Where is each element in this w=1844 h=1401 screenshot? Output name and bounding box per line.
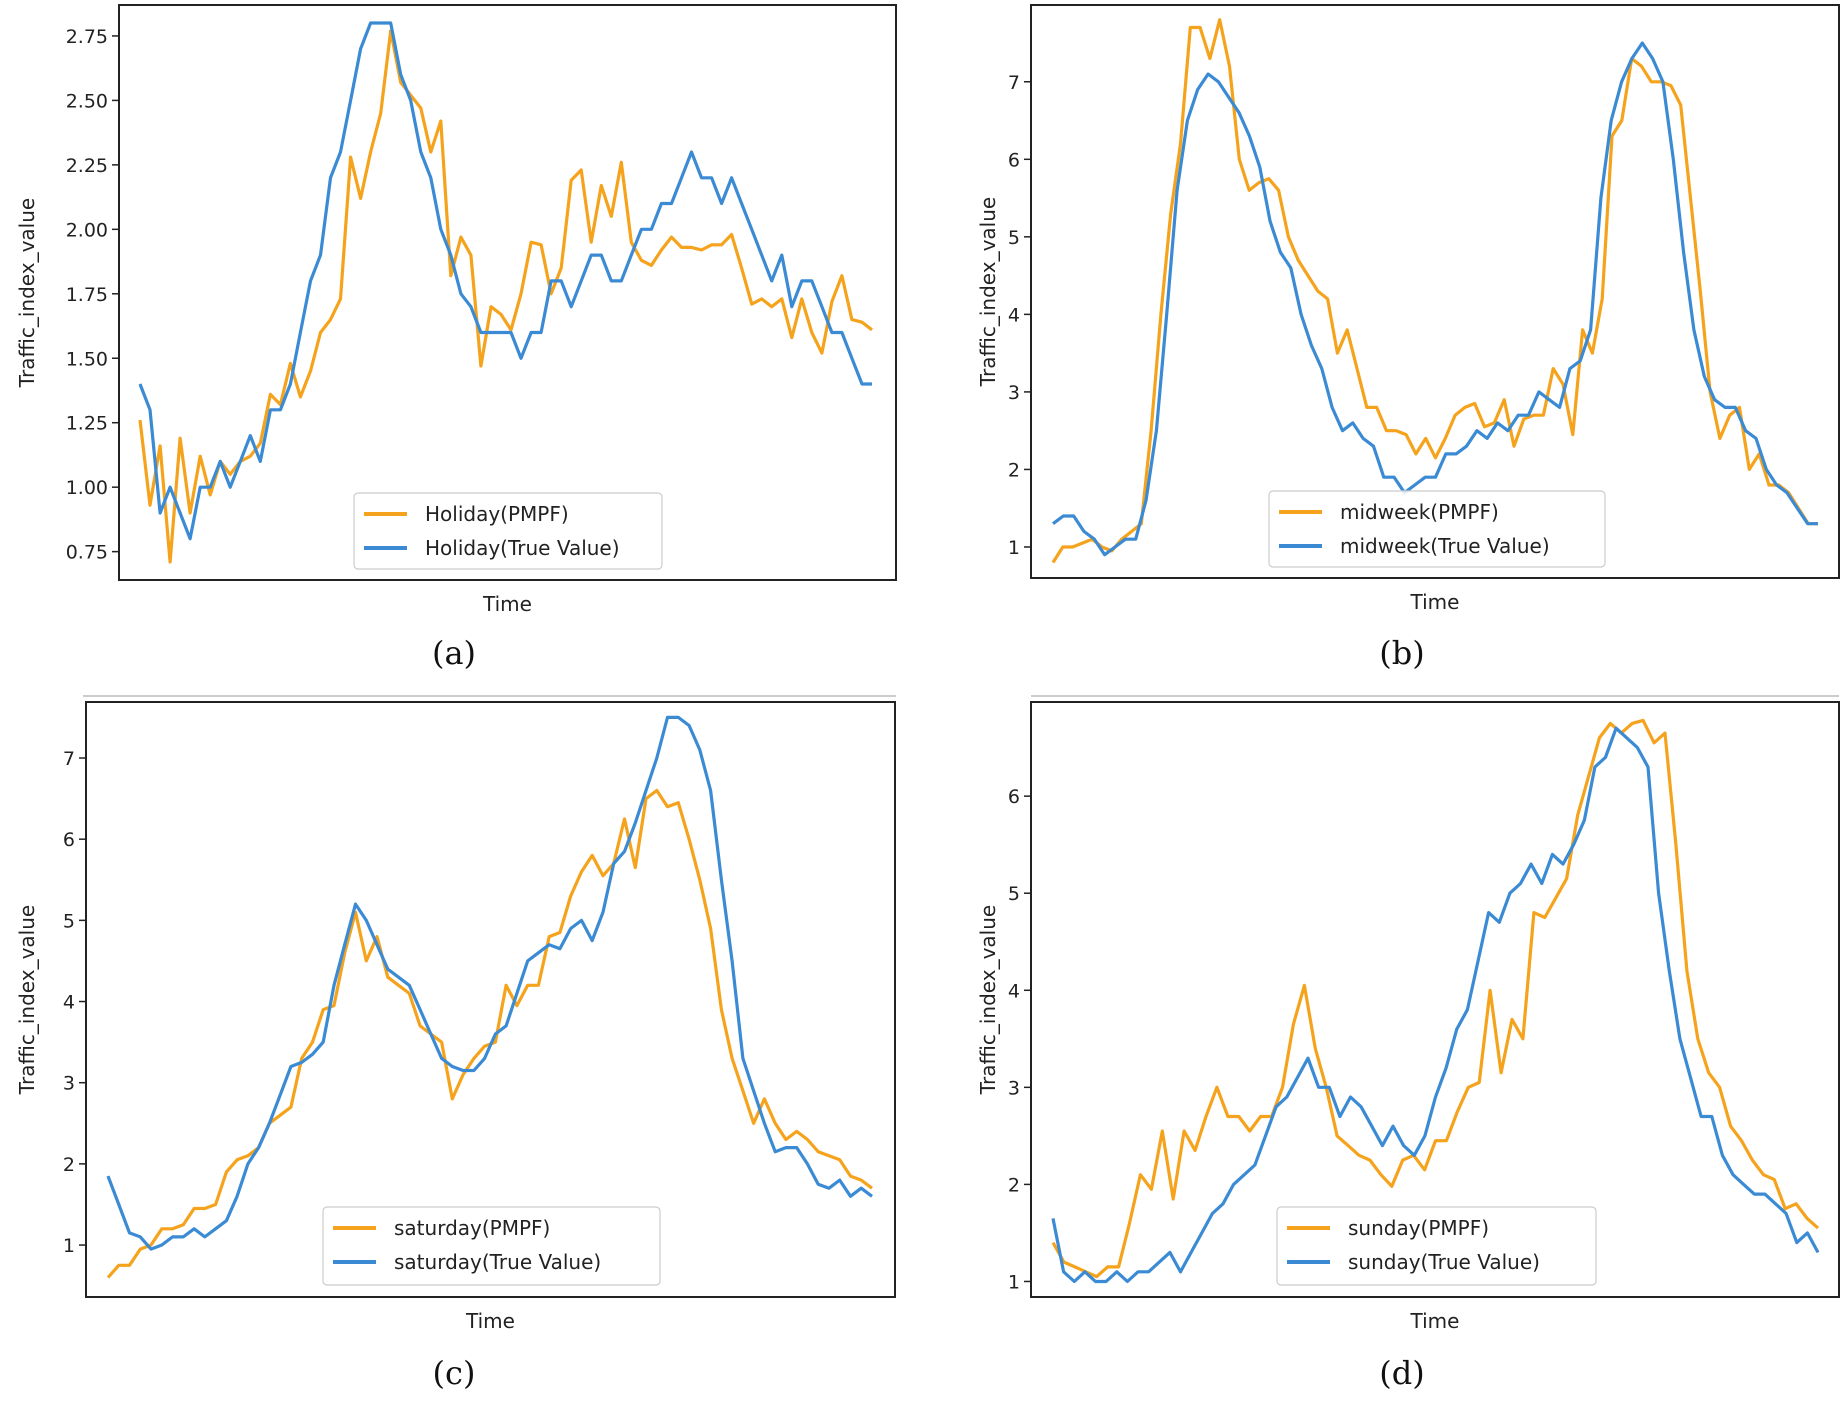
axes-frame — [85, 701, 896, 1298]
y-tick-label: 6 — [1008, 149, 1020, 171]
y-tick-label: 2 — [63, 1154, 75, 1176]
chart-panel-c: 1 2 3 4 5 6 7 Traffic_index_value Time saturday(P… — [15, 701, 896, 1392]
y-tick-label: 5 — [1008, 883, 1020, 905]
y-tick-label: 1 — [1008, 1271, 1020, 1293]
axes-frame — [1030, 4, 1840, 579]
x-axis-label: Time — [1410, 1309, 1460, 1333]
y-tick-label: 5 — [63, 910, 75, 932]
y-tick-label: 2 — [1008, 459, 1020, 481]
y-tick-label: 2.50 — [66, 90, 108, 112]
y-axis-label: Traffic_index_value — [976, 905, 1000, 1095]
y-tick-label: 3 — [63, 1073, 75, 1095]
legend: sunday(PMPF) sunday(True Value) — [1276, 1206, 1597, 1286]
panel-caption: (d) — [1379, 1354, 1424, 1392]
legend: Holiday(PMPF) Holiday(True Value) — [353, 492, 663, 570]
y-tick-label: 6 — [1008, 786, 1020, 808]
y-tick-label: 1 — [63, 1235, 75, 1257]
legend-box — [1276, 1206, 1597, 1286]
true-value-line-d — [1051, 726, 1820, 1284]
legend-label: midweek(PMPF) — [1340, 500, 1499, 524]
y-tick-label: 1.75 — [66, 284, 108, 306]
chart-panel-d: 1 2 3 4 5 6 Traffic_index_value Time sunday(PMPF… — [976, 701, 1840, 1392]
y-tick-label: 6 — [63, 829, 75, 851]
y-tick-label: 1.50 — [66, 348, 108, 370]
x-axis-label: Time — [465, 1309, 515, 1333]
chart-panel-b: 1 2 3 4 5 6 7 Traffic_index_value Time midweek(PM… — [976, 4, 1840, 697]
x-axis-label: Time — [482, 592, 532, 616]
panel-caption: (c) — [433, 1354, 476, 1392]
legend-label: Holiday(True Value) — [425, 536, 620, 560]
y-tick-label: 1.00 — [66, 477, 108, 499]
x-axis-label: Time — [1410, 590, 1460, 614]
axes-frame — [1030, 701, 1840, 1298]
legend-box — [1268, 490, 1606, 568]
y-tick-label: 2 — [1008, 1174, 1020, 1196]
legend-label: Holiday(PMPF) — [425, 502, 569, 526]
y-tick-label: 2.25 — [66, 155, 108, 177]
y-tick-label: 7 — [1008, 72, 1020, 94]
true-value-line-c — [106, 715, 873, 1251]
pmpf-line-d — [1051, 718, 1820, 1279]
legend: midweek(PMPF) midweek(True Value) — [1268, 490, 1606, 568]
y-axis-label: Traffic_index_value — [976, 197, 1000, 387]
y-tick-label: 4 — [63, 992, 75, 1014]
y-tick-label: 1.25 — [66, 413, 108, 435]
y-tick-label: 5 — [1008, 227, 1020, 249]
true-value-line-b — [1052, 41, 1818, 557]
legend: saturday(PMPF) saturday(True Value) — [322, 1206, 661, 1286]
y-tick-label: 7 — [63, 748, 75, 770]
y-tick-label: 0.75 — [66, 542, 108, 564]
legend-box — [322, 1206, 661, 1286]
pmpf-line-b — [1051, 18, 1818, 564]
y-tick-label: 1 — [1008, 537, 1020, 559]
panel-caption: (a) — [432, 634, 476, 672]
axes-frame — [118, 4, 897, 581]
panel-caption: (b) — [1379, 634, 1424, 672]
y-axis-label: Traffic_index_value — [15, 198, 39, 388]
y-tick-label: 4 — [1008, 980, 1020, 1002]
y-tick-label: 4 — [1008, 304, 1020, 326]
legend-label: sunday(PMPF) — [1348, 1216, 1489, 1240]
legend-label: midweek(True Value) — [1340, 534, 1550, 558]
y-tick-label: 2.75 — [66, 26, 108, 48]
pmpf-line-a — [138, 29, 873, 564]
legend-label: saturday(True Value) — [394, 1250, 601, 1274]
true-value-line-a — [138, 21, 872, 541]
y-tick-label: 3 — [1008, 382, 1020, 404]
y-tick-label: 2.00 — [66, 219, 108, 241]
pmpf-line-c — [106, 788, 873, 1279]
y-axis-label: Traffic_index_value — [15, 905, 39, 1095]
legend-label: sunday(True Value) — [1348, 1250, 1540, 1274]
chart-panel-a: 0.75 1.00 1.25 1.50 1.75 2.00 2.25 2.50 2.75 Traf… — [15, 4, 897, 697]
y-tick-label: 3 — [1008, 1077, 1020, 1099]
legend-box — [353, 492, 663, 570]
legend-label: saturday(PMPF) — [394, 1216, 550, 1240]
